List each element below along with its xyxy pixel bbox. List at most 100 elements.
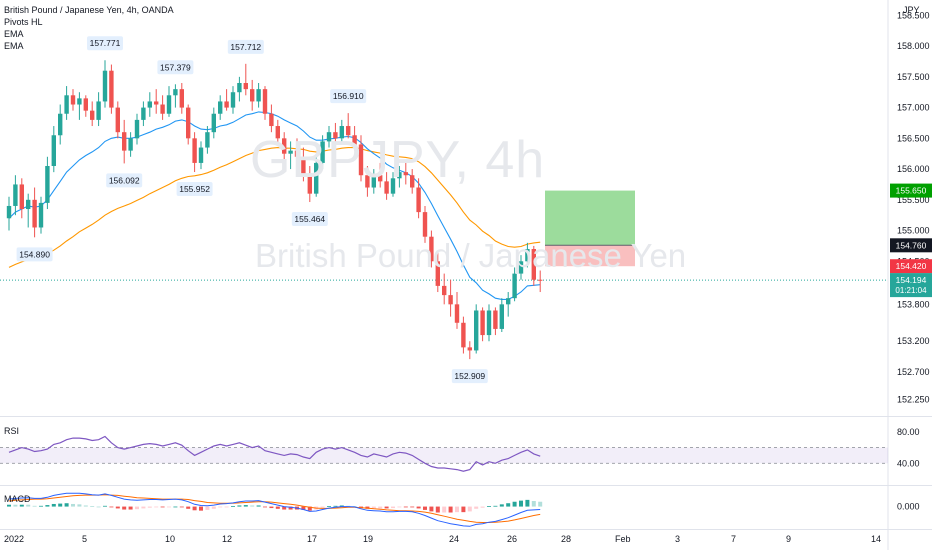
pivot-box-0: [87, 36, 123, 51]
macd-hist-43: [282, 506, 287, 510]
macd-pane-label[interactable]: MACD: [4, 494, 31, 504]
price-label-last: 154.194: [896, 275, 927, 285]
macd-hist-27: [179, 506, 184, 508]
time-label-3: 12: [222, 534, 232, 544]
ema-slow-line: [8, 147, 541, 268]
rsi-tick-0: 80.00: [897, 427, 920, 437]
macd-hist-46: [301, 506, 306, 510]
rsi-line: [8, 435, 541, 472]
candle-body-2: [19, 184, 24, 210]
candle-body-83: [538, 279, 543, 281]
macd-hist-59: [384, 506, 389, 509]
macd-hist-41: [269, 506, 274, 509]
rsi-pane-label[interactable]: RSI: [4, 426, 20, 436]
candle-body-36: [237, 83, 242, 93]
candle-body-65: [422, 212, 428, 237]
candle-body-25: [166, 95, 172, 114]
price-label-bg-stop: [890, 259, 932, 274]
pivot-box-5: [106, 173, 143, 188]
pivot-label-7: 155.464: [294, 214, 325, 224]
time-label-7: 26: [507, 534, 517, 544]
candle-body-60: [390, 178, 396, 194]
price-tick-9: 153.800: [897, 299, 930, 309]
time-label-8: 28: [561, 534, 571, 544]
macd-hist-29: [192, 506, 197, 511]
candle-body-67: [435, 261, 440, 286]
macd-hist-9: [64, 503, 69, 507]
candle-body-42: [275, 126, 280, 139]
candle-body-73: [474, 310, 479, 351]
legend-indicator-ema-2[interactable]: EMA: [4, 41, 24, 51]
macd-hist-69: [448, 506, 453, 513]
legend-indicator-pivots[interactable]: Pivots HL: [4, 17, 43, 27]
candle-body-24: [160, 104, 165, 114]
price-label-sub-last: 01:21:04: [895, 286, 927, 295]
macd-hist-7: [51, 503, 56, 507]
macd-hist-24: [160, 506, 165, 508]
watermark-description: British Pound / Japanese Yen: [255, 237, 687, 274]
candle-body-71: [461, 322, 466, 348]
macd-hist-67: [435, 506, 440, 513]
currency-badge[interactable]: JPY: [903, 5, 920, 15]
macd-hist-36: [237, 505, 242, 507]
price-tick-1: 158.000: [897, 41, 930, 51]
macd-hist-15: [103, 505, 107, 507]
macd-hist-19: [128, 506, 133, 510]
candle-body-62: [403, 172, 408, 176]
macd-hist-23: [154, 506, 159, 508]
stop-zone: [545, 245, 635, 267]
macd-hist-3: [26, 504, 31, 507]
macd-hist-81: [525, 499, 530, 507]
candle-body-54: [352, 135, 357, 145]
candle-body-34: [224, 101, 229, 108]
macd-hist-28: [186, 506, 191, 509]
rsi-band: [0, 447, 888, 464]
price-tick-11: 152.700: [897, 367, 930, 377]
time-label-1: 5: [82, 534, 87, 544]
candle-body-19: [128, 138, 133, 151]
price-tick-5: 156.000: [897, 164, 930, 174]
chart-legend: British Pound / Japanese Yen, 4h, OANDA …: [4, 4, 174, 52]
macd-hist-17: [115, 506, 120, 509]
macd-hist-6: [45, 505, 50, 507]
candle-body-61: [397, 172, 402, 179]
candle-body-78: [506, 298, 511, 305]
candle-body-82: [531, 249, 536, 280]
macd-hist-1: [13, 504, 18, 507]
candle-body-30: [198, 147, 204, 163]
rsi-tick-1: 40.00: [897, 458, 920, 468]
price-tick-0: 158.500: [897, 10, 930, 20]
candle-body-46: [301, 156, 306, 176]
price-tick-2: 157.500: [897, 72, 930, 82]
pivot-box-7: [291, 212, 328, 227]
price-tick-4: 156.500: [897, 133, 930, 143]
candle-body-48: [314, 162, 319, 194]
legend-title[interactable]: British Pound / Japanese Yen, 4h, OANDA: [4, 5, 174, 15]
macd-hist-44: [288, 506, 293, 510]
candle-body-66: [429, 236, 434, 262]
candle-body-63: [410, 175, 415, 188]
pivot-box-1: [157, 60, 194, 75]
time-label-13: 14: [871, 534, 881, 544]
macd-hist-35: [231, 506, 235, 507]
macd-hist-25: [167, 506, 171, 508]
macd-hist-70: [455, 506, 459, 513]
pivot-box-3: [330, 89, 367, 104]
candle-body-43: [282, 138, 287, 154]
candle-body-68: [442, 285, 447, 296]
macd-hist-68: [442, 506, 447, 513]
candle-body-29: [192, 138, 197, 163]
candle-body-14: [96, 101, 101, 120]
macd-hist-82: [531, 501, 536, 507]
candle-body-27: [179, 89, 184, 108]
time-label-4: 17: [307, 534, 317, 544]
macd-hist-2: [19, 504, 24, 507]
macd-hist-73: [474, 506, 479, 509]
legend-indicator-ema-1[interactable]: EMA: [4, 29, 24, 39]
candle-body-18: [122, 132, 127, 151]
macd-hist-26: [173, 506, 178, 508]
macd-hist-57: [371, 506, 376, 509]
macd-hist-74: [480, 506, 485, 508]
